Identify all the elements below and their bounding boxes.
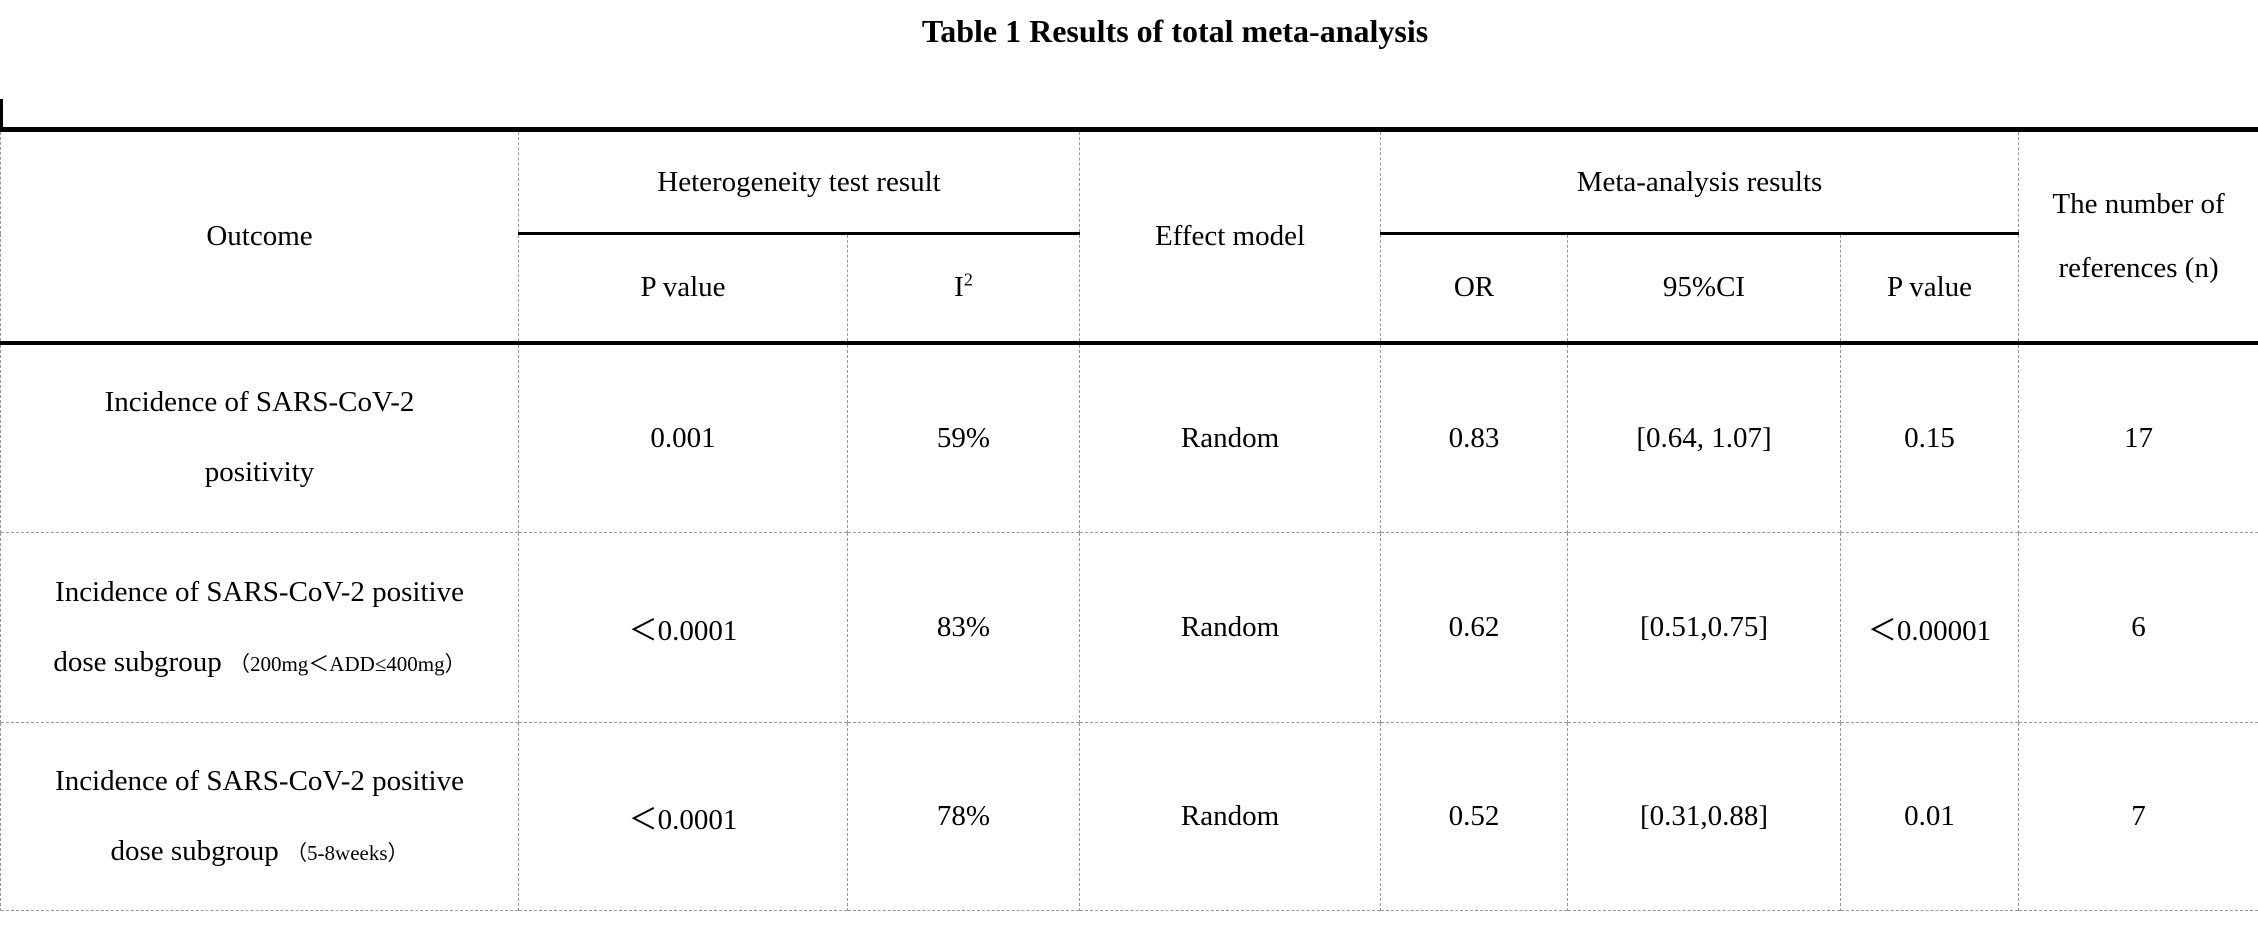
or-cell: 0.62 [1380, 532, 1568, 723]
outcome-note: （5-8weeks） [286, 840, 409, 865]
i-squared-cell: 83% [847, 532, 1080, 723]
header-95ci: 95%CI [1567, 233, 1841, 343]
header-heterogeneity-group: Heterogeneity test result [518, 129, 1080, 235]
outcome-line-2: positivity [204, 456, 315, 489]
left-edge-rule-fragment [0, 99, 3, 127]
meta-p-value-cell: ＜0.00001 [1839, 532, 2020, 723]
outcome-cell: Incidence of SARS-CoV-2 positive dose su… [0, 722, 519, 911]
outcome-line-1: Incidence of SARS-CoV-2 [104, 386, 415, 419]
meta-p-value-cell: 0.15 [1839, 342, 2020, 533]
het-p-value-cell: ＜0.0001 [518, 722, 848, 911]
table-row: Incidence of SARS-CoV-2 positivity 0.001… [0, 342, 2258, 533]
header-outcome: Outcome [0, 129, 519, 343]
table-row: Incidence of SARS-CoV-2 positive dose su… [0, 532, 2258, 723]
outcome-cell: Incidence of SARS-CoV-2 positive dose su… [0, 532, 519, 723]
table-header: Outcome Heterogeneity test result Effect… [0, 129, 2258, 343]
header-number-of-references: The number of references (n) [2018, 129, 2258, 343]
header-i-squared: I2 [847, 233, 1080, 343]
het-p-value-cell: 0.001 [518, 342, 848, 533]
header-het-p-value: P value [518, 233, 848, 343]
header-row-subcolumns: P value I2 OR 95%CI P value [1, 233, 2258, 343]
outcome-line-2: dose subgroup （5-8weeks） [110, 834, 409, 867]
outcome-cell: Incidence of SARS-CoV-2 positivity [0, 342, 519, 533]
i-squared-base: I [954, 271, 964, 304]
ci-cell: [0.51,0.75] [1567, 532, 1841, 723]
outcome-line-1: Incidence of SARS-CoV-2 positive [55, 764, 464, 797]
i-squared-cell: 59% [847, 342, 1080, 533]
effect-model-cell: Random [1079, 342, 1381, 533]
header-meta-p-value: P value [1839, 233, 2020, 343]
header-meta-analysis-group: Meta-analysis results [1379, 129, 2020, 235]
i-squared-cell: 78% [847, 722, 1080, 911]
effect-model-cell: Random [1079, 532, 1381, 723]
table-body: Incidence of SARS-CoV-2 positivity 0.001… [0, 342, 2258, 911]
ci-cell: [0.31,0.88] [1567, 722, 1841, 911]
outcome-line-2: dose subgroup （200mg＜ADD≤400mg） [53, 645, 466, 678]
references-count-cell: 6 [2018, 532, 2258, 723]
table-row: Incidence of SARS-CoV-2 positive dose su… [0, 722, 2258, 911]
ci-cell: [0.64, 1.07] [1567, 342, 1841, 533]
effect-model-cell: Random [1079, 722, 1381, 911]
header-row-groups: Outcome Heterogeneity test result Effect… [0, 129, 2258, 343]
references-count-cell: 17 [2018, 342, 2258, 533]
or-cell: 0.83 [1380, 342, 1568, 533]
het-p-value-cell: ＜0.0001 [518, 532, 848, 723]
references-count-cell: 7 [2018, 722, 2258, 911]
i-squared-superscript: 2 [963, 269, 973, 290]
or-cell: 0.52 [1380, 722, 1568, 911]
outcome-note: （200mg＜ADD≤400mg） [228, 651, 466, 676]
outcome-line-1: Incidence of SARS-CoV-2 positive [55, 575, 464, 608]
table-caption: Table 1 Results of total meta-analysis [921, 13, 1429, 49]
meta-analysis-table: Outcome Heterogeneity test result Effect… [0, 127, 2258, 911]
meta-p-value-cell: 0.01 [1839, 722, 2020, 911]
header-or: OR [1380, 233, 1568, 343]
header-effect-model: Effect model [1079, 129, 1381, 343]
